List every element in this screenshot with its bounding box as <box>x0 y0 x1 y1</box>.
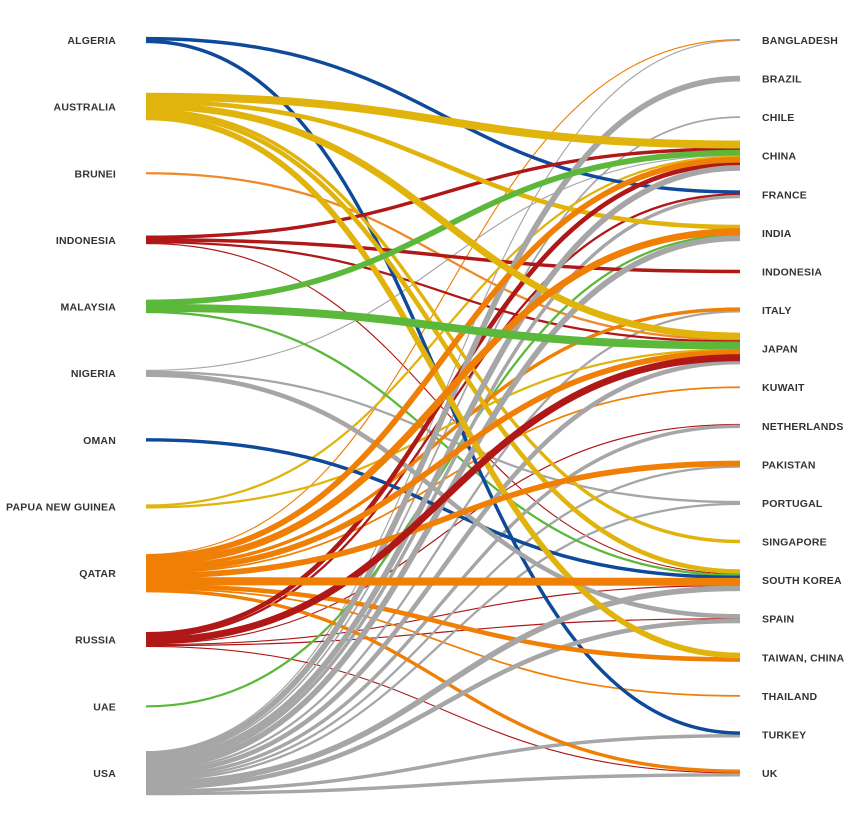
flow-australia-to-japan <box>145 102 741 340</box>
importer-label-netherlands: NETHERLANDS <box>762 421 844 433</box>
flow-qatar-to-india <box>145 228 741 566</box>
importer-label-taiwan-china: TAIWAN, CHINA <box>762 652 845 664</box>
exporter-label-usa: USA <box>93 768 116 780</box>
exporter-label-oman: OMAN <box>83 435 116 447</box>
flow-qatar-to-pakistan <box>145 460 741 579</box>
exporter-label-papua-new-guinea: PAPUA NEW GUINEA <box>6 501 116 513</box>
flow-australia-to-india <box>145 99 741 230</box>
importer-label-south-korea: SOUTH KOREA <box>762 575 842 587</box>
exporter-label-qatar: QATAR <box>79 568 116 580</box>
flow-usa-to-brazil <box>145 75 741 758</box>
importer-label-thailand: THAILAND <box>762 691 817 703</box>
importer-label-bangladesh: BANGLADESH <box>762 35 838 47</box>
exporter-label-indonesia: INDONESIA <box>56 235 116 247</box>
flow-indonesia-to-south-korea <box>145 242 741 575</box>
flow-qatar-to-taiwan-china <box>145 583 741 662</box>
flow-australia-to-taiwan-china <box>145 114 741 659</box>
importer-labels: BANGLADESH BRAZIL CHILE CHINA FRANCE INDIA IND… <box>762 35 845 780</box>
flow-usa-to-france <box>145 194 741 766</box>
flow-uae-to-india <box>145 233 741 708</box>
flow-malaysia-to-japan <box>145 303 741 350</box>
flow-usa-to-turkey <box>145 734 741 793</box>
flow-russia-to-netherlands <box>145 423 741 645</box>
importer-label-indonesia: INDONESIA <box>762 266 822 278</box>
flow-australia-to-south-korea <box>145 111 741 574</box>
flow-qatar-to-uk <box>145 588 741 773</box>
flow-australia-to-china <box>145 92 741 149</box>
flow-indonesia-to-china <box>145 147 741 239</box>
importer-label-china: CHINA <box>762 151 796 163</box>
flow-malaysia-to-south-korea <box>145 310 741 577</box>
importer-label-chile: CHILE <box>762 112 795 124</box>
flow-usa-to-japan <box>145 359 741 776</box>
flow-usa-to-uk <box>145 773 741 796</box>
flow-qatar-to-bangladesh <box>145 38 741 556</box>
importer-label-kuwait: KUWAIT <box>762 382 805 394</box>
flow-russia-to-japan <box>145 354 741 645</box>
importer-label-portugal: PORTUGAL <box>762 498 823 510</box>
flow-papua-new-guinea-to-china <box>145 155 741 507</box>
importer-label-india: INDIA <box>762 228 792 240</box>
flow-russia-to-spain <box>145 618 741 647</box>
exporter-label-brunei: BRUNEI <box>75 168 116 180</box>
flow-russia-to-south-korea <box>145 584 741 646</box>
flow-qatar-to-japan <box>145 349 741 573</box>
exporter-label-nigeria: NIGERIA <box>71 368 116 380</box>
exporter-label-australia: AUSTRALIA <box>54 102 117 114</box>
exporter-label-uae: UAE <box>93 701 116 713</box>
flow-qatar-to-china <box>145 156 741 561</box>
flow-russia-to-uk <box>145 645 741 774</box>
exporter-labels: ALGERIA AUSTRALIA BRUNEI INDONESIA MALAYSIA N… <box>6 35 116 780</box>
importer-label-italy: ITALY <box>762 305 792 317</box>
flows-layer <box>145 36 741 796</box>
importer-label-brazil: BRAZIL <box>762 74 802 86</box>
importer-label-spain: SPAIN <box>762 614 794 626</box>
importer-label-singapore: SINGAPORE <box>762 537 827 549</box>
exporter-label-algeria: ALGERIA <box>67 35 116 47</box>
flow-papua-new-guinea-to-japan <box>145 348 741 509</box>
flow-malaysia-to-china <box>145 149 741 306</box>
importer-label-uk: UK <box>762 768 778 780</box>
exporter-label-malaysia: MALAYSIA <box>61 302 117 314</box>
flow-usa-to-portugal <box>145 502 741 782</box>
flow-usa-to-italy <box>145 310 741 772</box>
flow-usa-to-netherlands <box>145 424 741 779</box>
importer-label-france: FRANCE <box>762 189 807 201</box>
flow-nigeria-to-china <box>145 154 741 372</box>
flow-usa-to-spain <box>145 618 741 790</box>
importer-label-turkey: TURKEY <box>762 729 806 741</box>
exporter-label-russia: RUSSIA <box>75 635 116 647</box>
flow-indonesia-to-japan <box>145 241 741 343</box>
importer-label-japan: JAPAN <box>762 344 798 356</box>
importer-label-pakistan: PAKISTAN <box>762 459 816 471</box>
flow-usa-to-south-korea <box>145 585 741 787</box>
flow-qatar-to-south-korea <box>145 577 741 586</box>
